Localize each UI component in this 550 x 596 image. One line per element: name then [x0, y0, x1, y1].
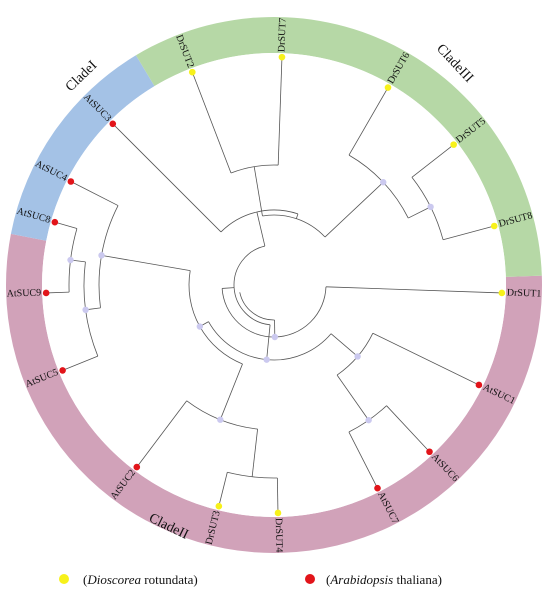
internal-branch [256, 211, 266, 247]
legend-label-arabidopsis: (Arabidopsis thaliana) [326, 572, 442, 587]
ring-sector-clade-iii [135, 17, 542, 277]
internal-branch [266, 324, 271, 360]
leaf-branch [112, 123, 222, 233]
leaf-marker-dioscorea [498, 289, 506, 297]
node-arc [227, 471, 278, 479]
leaf-marker-dioscorea [490, 222, 498, 230]
leaf-branch [372, 332, 480, 386]
bootstrap-node-marker [82, 306, 89, 313]
leaf-marker-arabidopsis [133, 463, 141, 471]
node-arc [233, 245, 271, 326]
internal-branch [251, 429, 258, 477]
leaf-marker-dioscorea [188, 68, 196, 76]
bootstrap-node-marker [196, 323, 204, 330]
internal-branch [219, 363, 243, 420]
legend-item-dioscorea: (Dioscorea rotundata) [59, 572, 198, 587]
bootstrap-node-marker [263, 356, 270, 363]
leaf-branch [62, 355, 98, 371]
leaf-marker-arabidopsis [374, 484, 381, 492]
leaf-label-drsut4: DrSUT4 [273, 518, 285, 553]
leaf-branch [191, 72, 232, 174]
bootstrap-node-marker [354, 353, 361, 360]
leaf-branch [348, 87, 389, 156]
leaf-label-drsut7: DrSUT7 [276, 18, 288, 53]
node-arc [262, 214, 326, 238]
bootstrap-node-marker [67, 256, 74, 264]
legend-item-arabidopsis: (Arabidopsis thaliana) [305, 572, 442, 587]
bootstrap-node-marker [427, 203, 434, 211]
node-arc [230, 164, 279, 174]
internal-branch [222, 287, 235, 289]
leaf-branch [325, 286, 502, 294]
leaf-marker-dioscorea [384, 84, 392, 91]
leaf-branch [411, 144, 454, 178]
legend: (Dioscorea rotundata) (Arabidopsis thali… [59, 572, 442, 587]
leaf-marker-arabidopsis [67, 178, 75, 185]
leaf-branch [348, 431, 378, 489]
leaf-branch [276, 477, 279, 513]
legend-marker-dioscorea [59, 574, 69, 584]
leaf-branch [218, 472, 228, 507]
leaf-branch [46, 291, 70, 294]
internal-branch [295, 213, 299, 219]
internal-branch [324, 181, 384, 238]
leaf-marker-arabidopsis [109, 120, 117, 128]
leaf-marker-arabidopsis [51, 218, 59, 226]
internal-branch [336, 374, 369, 421]
leaf-marker-arabidopsis [59, 367, 66, 374]
leaf-label-drsut1: DrSUT1 [507, 287, 542, 299]
leaf-label-atsuc9: AtSUC9 [7, 287, 42, 299]
bootstrap-node-marker [365, 416, 372, 424]
leaf-branch [277, 57, 283, 166]
internal-branch [101, 254, 191, 271]
ring-sector-clade-i [10, 55, 155, 241]
internal-nodes [67, 179, 434, 424]
internal-branch [253, 166, 263, 217]
leaf-branch [70, 181, 119, 206]
leaf-branch [386, 405, 430, 453]
leaf-marker-arabidopsis [42, 289, 50, 297]
node-arc [239, 292, 275, 321]
leaf-marker-arabidopsis [475, 381, 483, 389]
internal-branch [330, 333, 358, 357]
leaf-marker-dioscorea [274, 509, 282, 517]
legend-label-dioscorea: (Dioscorea rotundata) [83, 572, 198, 587]
bootstrap-node-marker [217, 416, 224, 423]
leaf-branch [136, 400, 188, 468]
bootstrap-node-marker [271, 333, 279, 341]
internal-branch [408, 206, 431, 219]
legend-marker-arabidopsis [305, 574, 315, 584]
bootstrap-node-marker [98, 252, 105, 259]
bootstrap-node-marker [380, 179, 387, 186]
leaf-marker-dioscorea [215, 502, 223, 510]
leaf-branch [54, 221, 78, 229]
leaf-marker-arabidopsis [426, 448, 433, 456]
leaf-branch [442, 225, 495, 241]
node-arc [220, 209, 299, 233]
leaf-marker-dioscorea [278, 53, 286, 61]
leaf-marker-dioscorea [450, 141, 457, 148]
